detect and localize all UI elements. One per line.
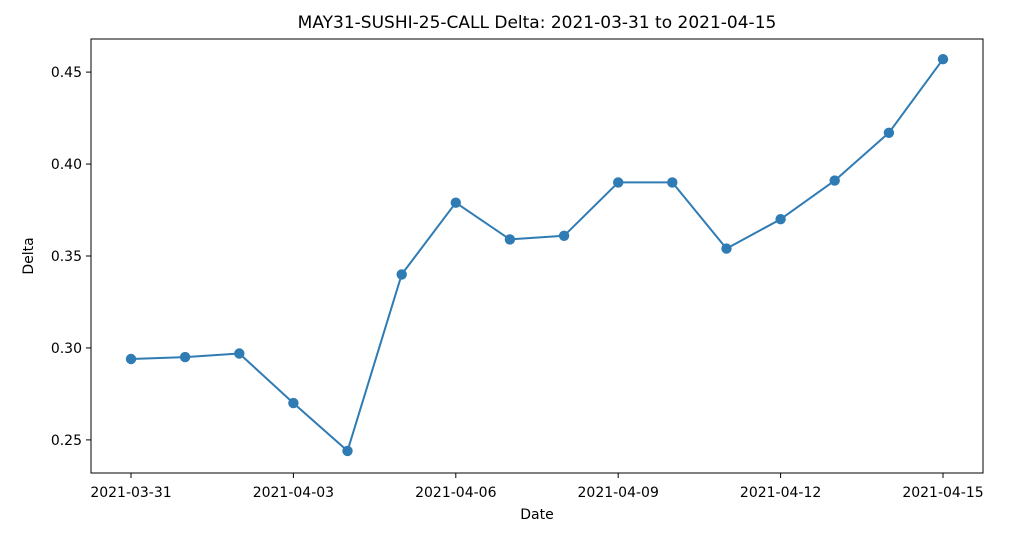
- x-tick-label: 2021-04-03: [253, 485, 334, 501]
- chart-title: MAY31-SUSHI-25-CALL Delta: 2021-03-31 to…: [298, 13, 777, 33]
- series-layer: [125, 54, 949, 457]
- x-tick-label: 2021-03-31: [90, 485, 171, 501]
- data-point: [342, 445, 353, 457]
- x-axis-label: Date: [520, 507, 553, 523]
- x-tick-label: 2021-04-15: [902, 485, 983, 501]
- data-point: [125, 353, 137, 365]
- data-point: [288, 397, 299, 409]
- data-point: [179, 351, 191, 363]
- y-tick-label: 0.25: [51, 433, 82, 449]
- data-point: [667, 177, 678, 188]
- x-axis: 2021-03-31 2021-04-03 2021-04-06 2021-04-09…: [90, 473, 984, 501]
- data-point: [450, 197, 461, 208]
- y-tick-label: 0.30: [51, 341, 82, 357]
- data-point: [721, 243, 732, 254]
- x-tick-label: 2021-04-06: [415, 485, 496, 501]
- data-point: [504, 234, 516, 245]
- plot-area-frame: [90, 38, 984, 474]
- y-axis-label: Delta: [21, 237, 37, 274]
- data-point: [396, 269, 407, 280]
- y-axis: 0.25 0.30 0.35 0.40 0.45: [51, 65, 91, 449]
- data-point: [558, 230, 570, 241]
- x-tick-label: 2021-04-12: [740, 485, 821, 501]
- data-point: [775, 214, 786, 225]
- data-point: [883, 127, 895, 138]
- x-tick-label: 2021-04-09: [578, 485, 659, 501]
- series-line: [130, 58, 944, 452]
- y-tick-label: 0.40: [51, 157, 82, 173]
- data-point: [829, 175, 840, 186]
- data-point: [937, 54, 949, 65]
- data-point: [234, 348, 245, 359]
- y-tick-label: 0.45: [51, 65, 82, 81]
- data-point: [613, 177, 624, 188]
- y-tick-label: 0.35: [51, 249, 82, 265]
